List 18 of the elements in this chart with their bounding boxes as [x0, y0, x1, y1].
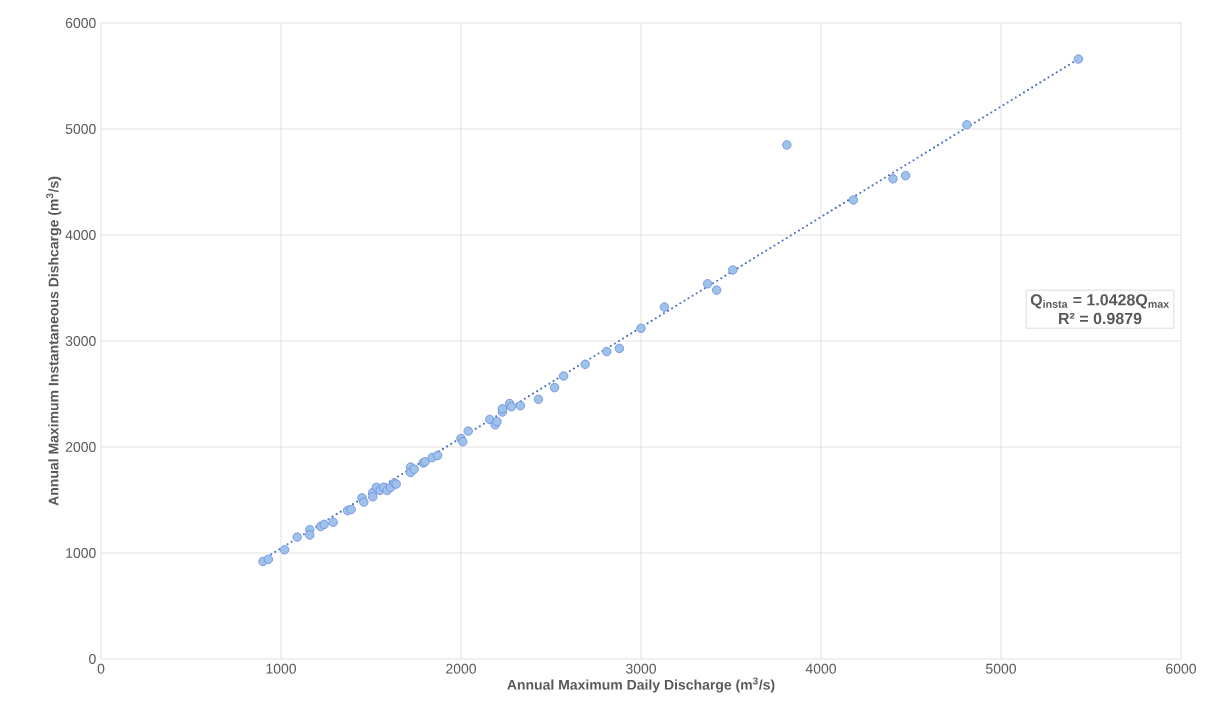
x-tick-label: 1000 — [266, 663, 297, 674]
y-tick-label: 3000 — [65, 336, 96, 346]
x-tick-label: 3000 — [625, 663, 657, 674]
y-tick-label: 2000 — [65, 442, 96, 452]
annotation: R² = 0.9879 — [1059, 312, 1142, 325]
y-tick-label: 4000 — [65, 230, 96, 240]
annotation: Q$_{insta}$ = 1.0428Q$_{max}$ — [1030, 294, 1170, 309]
x-tick-label: 2000 — [446, 663, 477, 674]
y-axis-title: Annual Maximum Instantaneous Dishcarge (m$^{3}$/s) — [46, 176, 62, 506]
x-tick-label: 6000 — [1166, 663, 1197, 674]
x-axis-title: Annual Maximum Daily Discharge (m$^{3}$/s) — [507, 677, 775, 693]
y-tick-label: 1000 — [66, 548, 96, 558]
x-tick-label: 4000 — [805, 663, 837, 674]
y-tick-label: 5000 — [65, 124, 96, 134]
x-tick-label: 0 — [97, 663, 105, 674]
y-tick-label: 6000 — [65, 18, 96, 28]
x-tick-label: 5000 — [985, 663, 1017, 674]
y-tick-label: 0 — [89, 654, 96, 664]
